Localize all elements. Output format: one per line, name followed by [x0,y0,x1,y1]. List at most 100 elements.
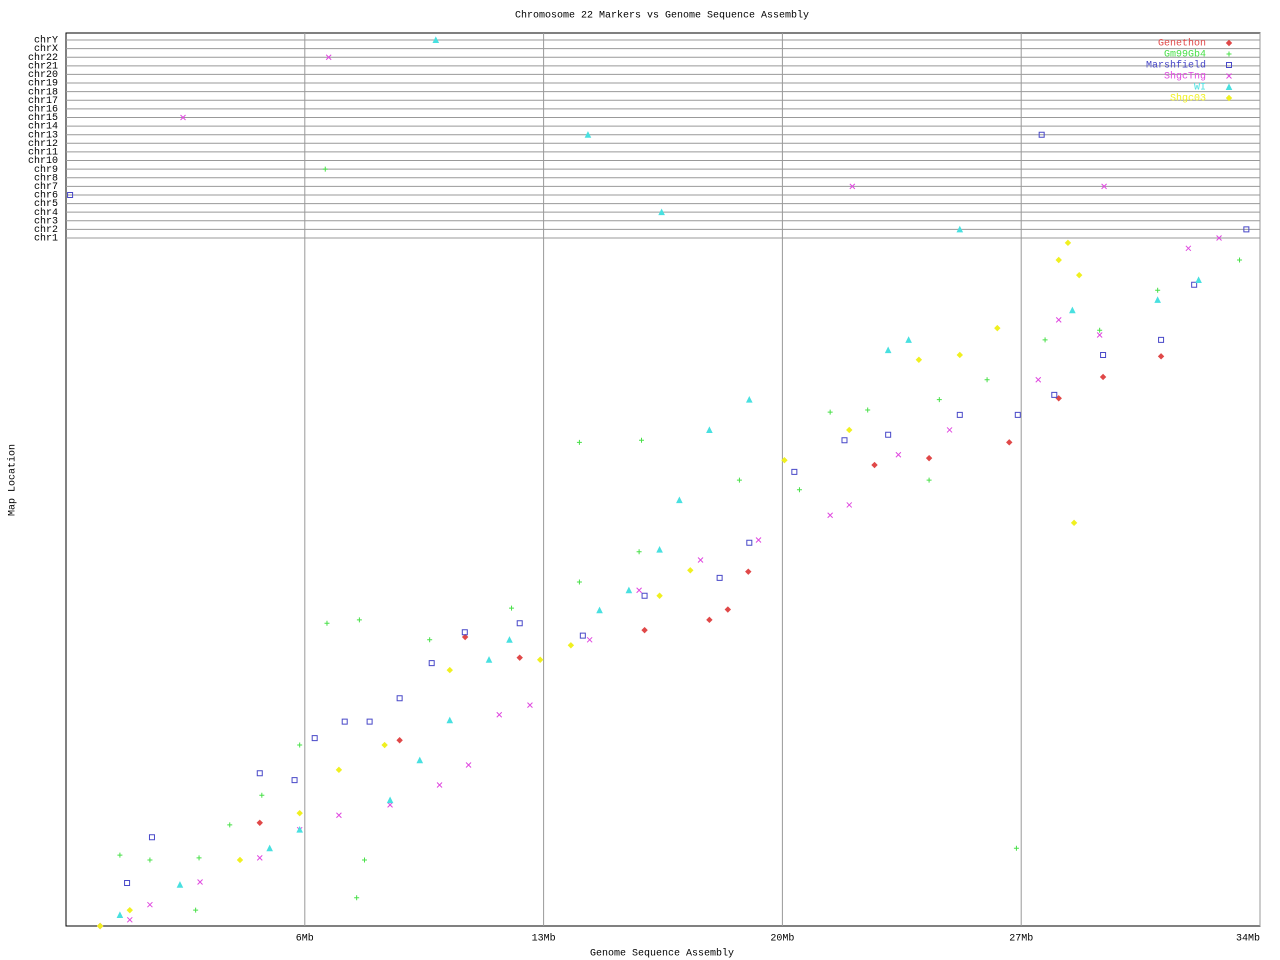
marker [625,586,633,594]
legend-marker [1226,51,1232,57]
marker [946,427,953,433]
marker [341,718,348,725]
chr-label: chr3 [34,215,58,227]
marker [956,411,963,418]
marker [1096,332,1103,338]
marker [193,907,199,913]
marker [336,812,342,819]
marker [841,437,848,444]
marker [396,737,403,744]
marker [745,568,752,575]
off-chr-marker [432,36,440,43]
marker [746,539,753,546]
legend-label: WI [1194,83,1206,94]
chr-label: chr16 [28,104,58,116]
chr-label: chr10 [28,155,58,167]
chr-label: chr20 [28,69,58,81]
chr-label: chr13 [28,129,58,141]
chr-label: chr4 [34,207,58,219]
chr-label: chr5 [34,198,58,210]
marker [994,324,1001,332]
marker [116,911,124,918]
marker [1014,411,1021,418]
chr-label: chr6 [34,190,58,202]
marker [117,852,123,858]
marker [827,512,834,519]
marker [1097,327,1103,333]
marker [366,718,373,725]
off-chr-marker [1038,131,1045,138]
chr-label: chr14 [28,121,58,133]
marker [387,802,393,808]
x-axis-label: Genome Sequence Assembly [590,948,734,960]
marker [636,587,642,594]
marker [446,716,454,724]
marker [936,397,942,403]
chr-label: chr22 [28,52,58,64]
marker [311,735,318,742]
marker [259,792,265,798]
marker [147,901,153,908]
marker [506,636,513,643]
marker [706,616,713,624]
marker [636,549,642,555]
marker [256,819,263,827]
marker [885,431,892,438]
marker [516,654,523,661]
marker [586,636,593,643]
marker [905,336,912,343]
chr-label: chr1 [34,233,58,245]
chr-label: chr9 [34,164,58,176]
chr-label: chr15 [28,112,58,124]
marker [796,487,802,493]
off-chr-marker [849,183,856,190]
marker [791,468,798,475]
marker [984,377,990,383]
marker [324,620,330,626]
off-chr-marker [180,114,186,121]
off-chr-marker [325,54,332,61]
marker [724,606,732,613]
marker [827,409,833,415]
chr-label: chr8 [34,172,58,184]
chr-label: chrX [34,43,58,55]
off-chr-marker [956,225,964,233]
marker [496,711,503,718]
marker [567,642,575,649]
marker [956,351,964,359]
marker [1237,257,1243,263]
marker [381,741,388,749]
marker [1075,271,1083,279]
marker [1035,376,1042,383]
marker [296,809,303,817]
marker [126,916,133,923]
marker [1064,239,1072,247]
legend-marker [1225,39,1233,47]
marker [1055,256,1062,264]
marker [96,922,104,930]
off-chr-marker [1243,226,1250,233]
marker [656,546,663,553]
marker [925,454,933,462]
marker [296,826,303,833]
legend-label: ShgcTng [1164,71,1206,83]
chr-label: chrY [34,35,58,47]
marker [1069,306,1076,314]
marker [197,879,203,885]
legend-marker [1225,83,1233,90]
legend-label: Gm99Gb4 [1164,49,1206,61]
marker [1216,235,1222,241]
marker [362,857,367,863]
marker [576,579,582,585]
marker [256,770,263,777]
marker [1051,391,1058,398]
marker [1070,519,1078,527]
marker [1158,336,1165,343]
legend-marker [1226,62,1232,68]
chr-label: chr2 [34,224,58,236]
marker [781,457,788,464]
chr-label: chr21 [28,60,58,72]
x-tick-label: 27Mb [1009,933,1033,945]
off-chr-marker [322,166,328,172]
marker [148,834,155,841]
